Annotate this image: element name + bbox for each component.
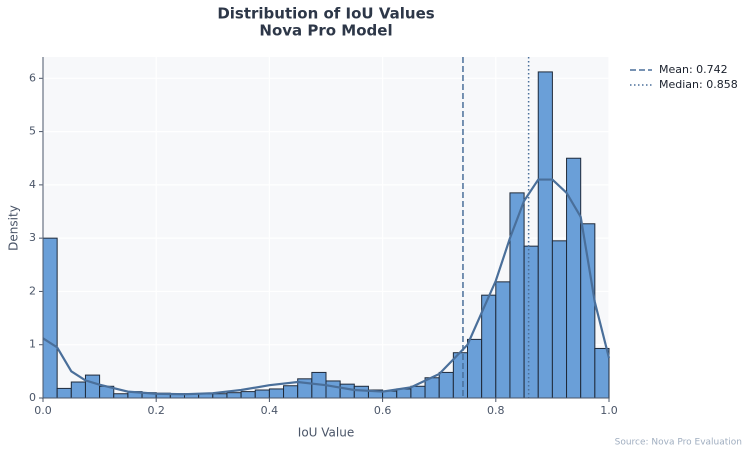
x-tick-label: 1.0 [600,404,618,417]
x-tick-label: 0.0 [34,404,52,417]
x-axis-label: IoU Value [298,426,354,440]
bar [84,374,101,399]
bar [226,392,242,399]
kde-line [42,178,611,396]
y-tick-label: 0 [29,391,36,404]
bar [594,347,610,399]
bar [396,388,412,399]
y-tick-label: 4 [29,178,36,191]
y-axis-label: Density [7,205,21,251]
bar [467,338,483,399]
legend-label: Median: 0.858 [659,78,738,91]
bar [523,245,539,399]
x-tick-label: 0.8 [487,404,505,417]
legend-label: Mean: 0.742 [659,63,728,76]
bar [70,381,86,399]
bar [56,387,72,399]
bar [410,385,426,399]
chart-subtitle: Nova Pro Model [259,22,392,40]
bar [240,391,256,399]
bar [438,371,454,399]
bar [254,389,270,399]
x-tick-label: 0.2 [147,404,165,417]
y-tick-label: 2 [29,284,36,297]
bar [537,71,553,399]
bar [42,237,58,399]
bar [325,380,341,399]
bar [339,383,355,399]
y-tick-label: 3 [29,231,36,244]
bar [580,223,596,399]
bar [452,352,469,399]
bar [268,388,285,399]
bar [566,157,582,399]
y-tick-label: 5 [29,125,36,138]
bar [353,385,369,399]
bar [509,192,525,399]
x-tick-label: 0.6 [374,404,392,417]
chart-title: Distribution of IoU Values [217,5,434,23]
x-tick-label: 0.4 [261,404,279,417]
bar [212,393,228,399]
bar [551,240,568,399]
bar [113,393,129,399]
bar [495,281,511,399]
y-tick-label: 1 [29,338,36,351]
y-tick-label: 6 [29,71,36,84]
bar [283,385,299,399]
source-note: Source: Nova Pro Evaluation [615,438,742,448]
